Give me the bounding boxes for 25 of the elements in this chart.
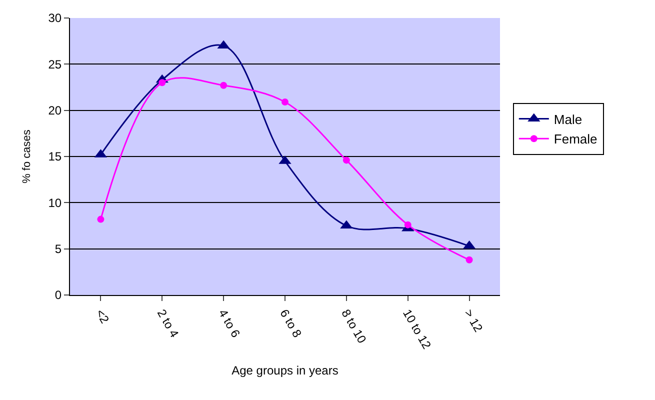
legend-label: Male (554, 112, 582, 127)
x-tick-label: 4 to 6 (216, 306, 244, 340)
point (220, 82, 228, 89)
point (282, 98, 288, 106)
x-axis-title: Age groups in years (232, 364, 338, 378)
y-tick-label: 25 (48, 57, 62, 72)
y-tick-label: 15 (48, 150, 62, 164)
y-tick-label: 20 (48, 104, 62, 118)
y-axis-title: % fo cases (20, 129, 33, 184)
y-tick-label: 5 (54, 242, 62, 256)
x-tick-label: 10 to 12 (400, 306, 434, 352)
point (158, 79, 166, 86)
x-tick-label: <2 (92, 306, 112, 326)
y-tick-label: 0 (54, 288, 62, 302)
y-tick-label: 10 (48, 196, 62, 210)
point (404, 221, 412, 228)
legend-label: Female (554, 132, 598, 147)
x-tick-label: 8 to 10 (338, 306, 370, 346)
x-tick-label: 2 to 4 (154, 306, 182, 340)
y-tick-label: 30 (48, 11, 62, 26)
x-tick-label: 6 to 8 (277, 306, 305, 340)
point (97, 216, 104, 223)
point (466, 256, 473, 264)
x-tick-label: > 12 (461, 306, 486, 335)
point (342, 156, 350, 164)
